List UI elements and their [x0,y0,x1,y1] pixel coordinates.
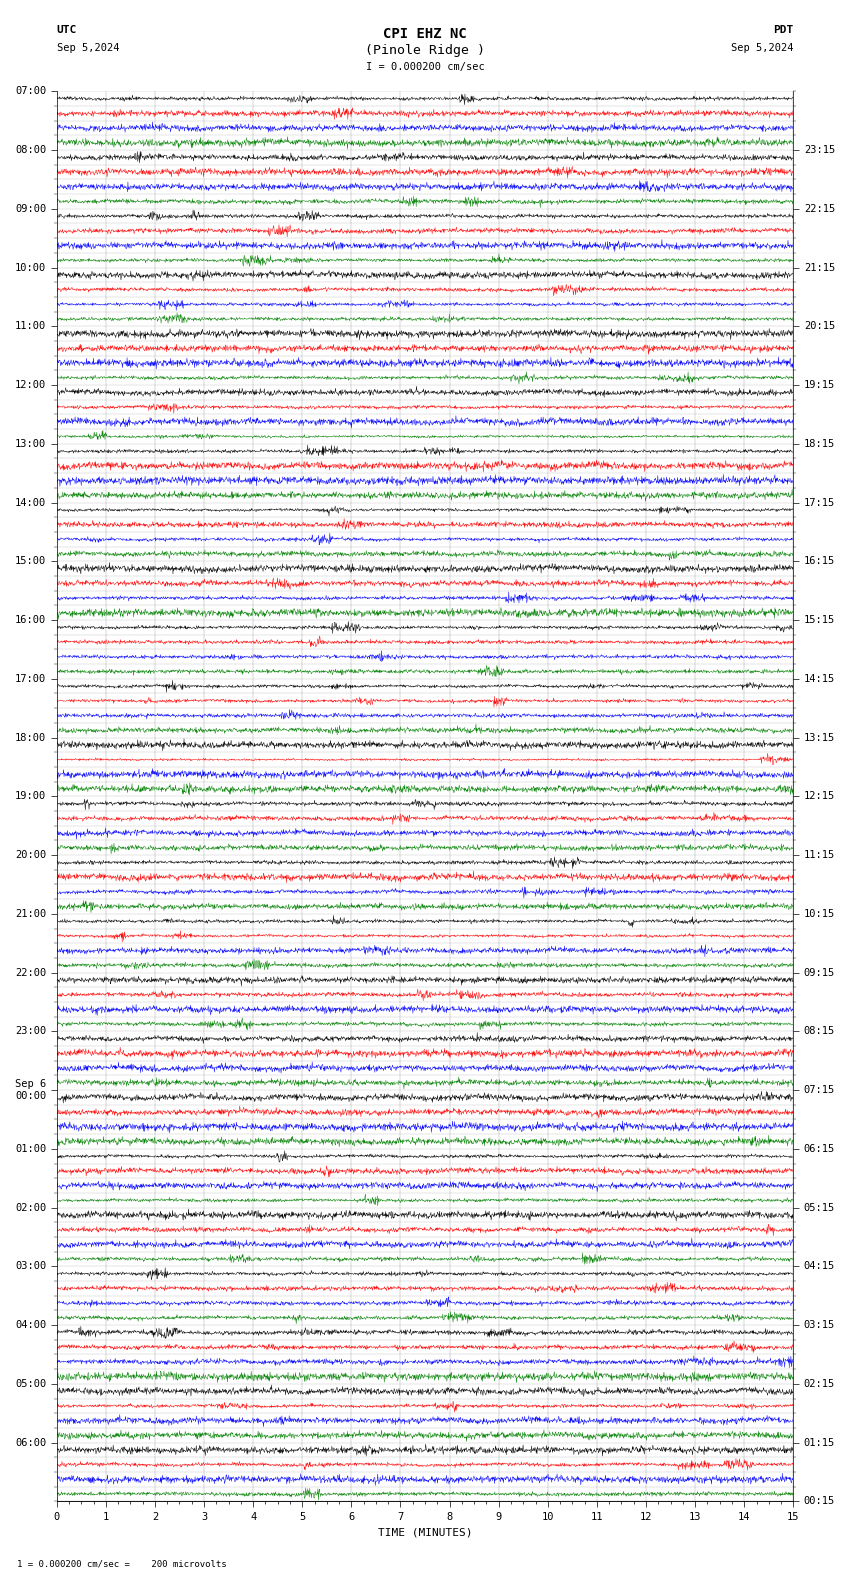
Text: Sep 5,2024: Sep 5,2024 [57,43,119,52]
Text: I = 0.000200 cm/sec: I = 0.000200 cm/sec [366,62,484,71]
X-axis label: TIME (MINUTES): TIME (MINUTES) [377,1527,473,1538]
Text: PDT: PDT [774,25,793,35]
Text: Sep 5,2024: Sep 5,2024 [731,43,793,52]
Text: (Pinole Ridge ): (Pinole Ridge ) [365,44,485,57]
Text: UTC: UTC [57,25,76,35]
Text: CPI EHZ NC: CPI EHZ NC [383,27,467,41]
Text: 1 = 0.000200 cm/sec =    200 microvolts: 1 = 0.000200 cm/sec = 200 microvolts [17,1559,227,1568]
